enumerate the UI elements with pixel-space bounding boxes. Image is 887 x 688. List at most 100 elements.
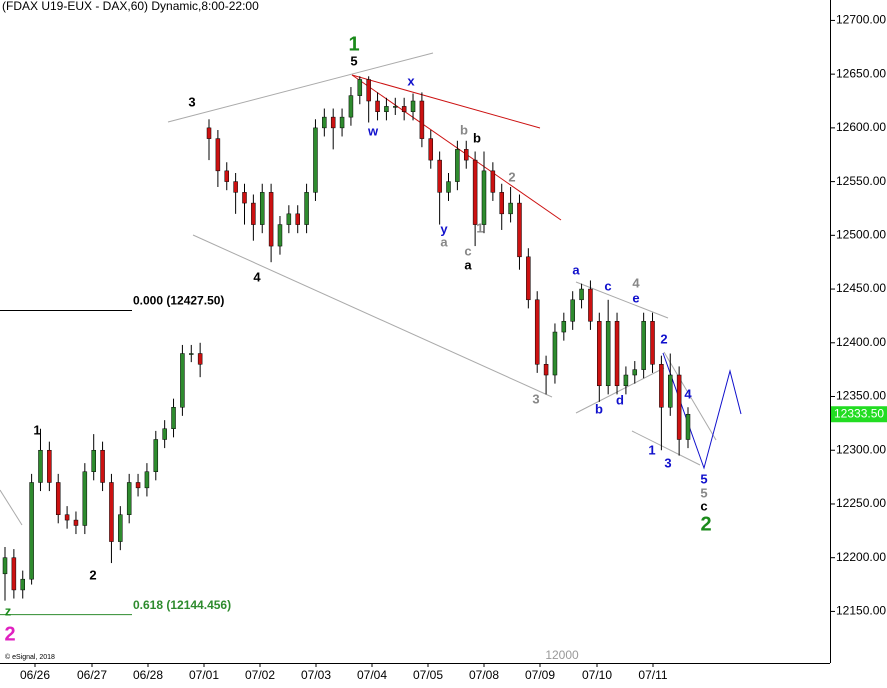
candle-body (197, 353, 203, 365)
wave-label: 3 (532, 391, 539, 406)
candle-body (55, 482, 61, 515)
candle-body (20, 578, 25, 591)
last-price-box (831, 406, 887, 423)
trendline (575, 367, 665, 414)
candle-body (597, 321, 602, 387)
wave-label: b (473, 130, 481, 145)
wave-label: 4 (632, 275, 640, 290)
candle-body (517, 202, 522, 258)
y-tick-label: 12400.00 (836, 335, 886, 349)
wave-label: 4 (253, 269, 261, 284)
trendline (192, 234, 553, 398)
wave-label: b (595, 401, 603, 416)
last-price-label: 12333.50 (834, 406, 884, 420)
candle-body (313, 127, 318, 193)
x-tick-label: 06/26 (20, 668, 50, 682)
wave-label: a (440, 234, 448, 249)
wave-label: 2 (4, 623, 15, 645)
candle-body (437, 159, 442, 193)
wave-label: x (407, 73, 415, 88)
candle-body (330, 116, 336, 129)
trendline (575, 281, 669, 319)
candle-body (588, 288, 593, 322)
candle-body (215, 138, 221, 172)
candle-body (641, 321, 646, 370)
candle-body (295, 213, 300, 225)
wave-label: c (604, 278, 611, 293)
candle-body (339, 116, 345, 129)
candle-body (490, 170, 496, 193)
candle-body (632, 369, 638, 376)
candle-body (659, 364, 664, 408)
candle-body (393, 106, 398, 108)
x-tick-label: 07/11 (638, 668, 667, 682)
x-tick-label: 07/05 (413, 668, 443, 682)
candle-body (29, 482, 34, 580)
wave-label: 1 (648, 442, 655, 457)
candle-body (82, 471, 88, 526)
candle-body (499, 192, 504, 215)
candle-body (508, 202, 513, 215)
candle-body (579, 288, 584, 301)
wave-label: 2 (508, 169, 515, 184)
wave-label: w (367, 123, 379, 138)
candle-body (47, 449, 52, 483)
wave-label: 2 (700, 513, 711, 535)
fib-label: 0.618 (12144.456) (133, 598, 231, 612)
wave-label: 3 (188, 94, 195, 109)
x-tick-label: 07/01 (189, 668, 219, 682)
candle-body (552, 331, 558, 376)
candle-body (135, 482, 141, 489)
wave-label: z (5, 603, 12, 618)
candle-body (126, 482, 132, 515)
wave-label: 3 (664, 455, 671, 470)
wave-label: c (464, 243, 471, 258)
candle-body (38, 449, 43, 483)
candle-body (526, 256, 531, 301)
candle-body (384, 106, 389, 113)
candle-body (277, 224, 283, 247)
candle-body (144, 471, 150, 489)
candle-body (189, 353, 194, 355)
fib-label: 0.000 (12427.50) (133, 294, 224, 308)
wave-label: 2 (89, 567, 96, 582)
y-tick-label: 12650.00 (836, 66, 886, 80)
wave-label: y (440, 221, 448, 236)
candle-body (419, 100, 425, 139)
wave-label: a (572, 262, 580, 277)
trendline (631, 430, 701, 466)
y-tick-label: 12600.00 (836, 120, 886, 134)
candle-body (73, 519, 79, 526)
wave-label: 5 (350, 53, 357, 68)
x-tick-label: 07/03 (301, 668, 331, 682)
candle-body (268, 192, 274, 247)
candle-body (304, 192, 309, 225)
y-tick-label: 12250.00 (836, 496, 886, 510)
chart-title: (FDAX U19-EUX - DAX,60) Dynamic,8:00-22:… (2, 0, 259, 13)
candle-body (623, 374, 629, 387)
candle-body (455, 149, 460, 182)
candle-body (614, 321, 620, 387)
candle-body (206, 127, 212, 139)
candle-body (100, 449, 105, 483)
candle-body (224, 170, 230, 182)
wave-label: c (700, 498, 707, 513)
trendline (663, 351, 717, 441)
x-tick-label: 06/28 (133, 668, 163, 682)
candle-body (685, 413, 691, 440)
y-tick-label: 12550.00 (836, 174, 886, 188)
candle-body (570, 299, 575, 322)
candle-body (481, 170, 487, 225)
wave-label: 12000 (545, 648, 579, 662)
wave-label: a (464, 257, 472, 272)
x-tick-label: 07/08 (469, 668, 499, 682)
trendline (0, 489, 23, 526)
candle-body (64, 514, 70, 521)
y-tick-label: 12200.00 (836, 550, 886, 564)
candle-body (11, 557, 17, 591)
wave-label: 5 (700, 485, 707, 500)
wave-label: 5 (700, 471, 707, 486)
y-tick-label: 12350.00 (836, 389, 886, 403)
projection (662, 352, 742, 470)
candle-body (162, 428, 167, 440)
